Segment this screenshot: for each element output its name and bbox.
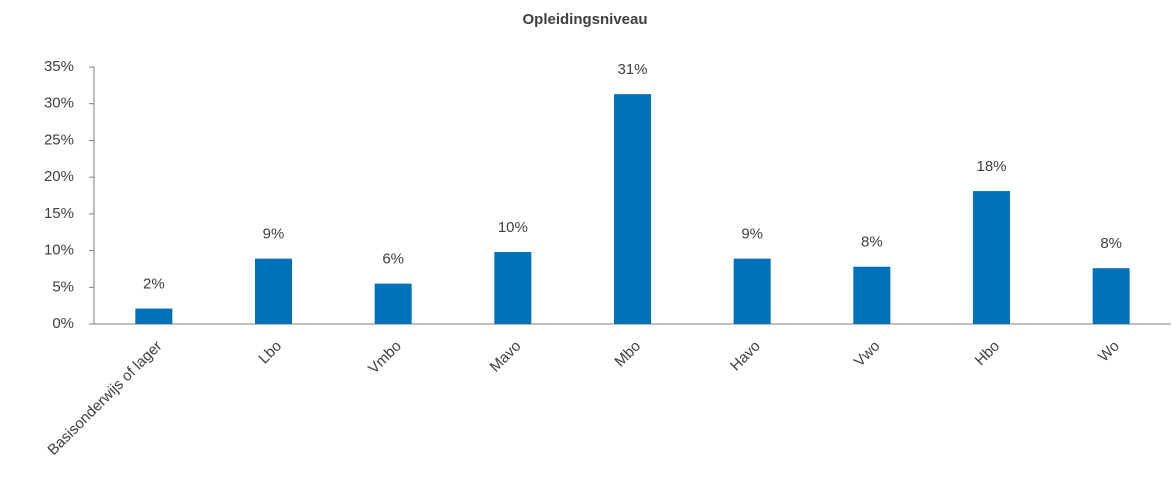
bar bbox=[374, 283, 412, 324]
x-tick-label: Havo bbox=[727, 338, 764, 375]
x-tick-label: Mavo bbox=[487, 338, 525, 376]
chart-title: Opleidingsniveau bbox=[522, 11, 647, 28]
data-label: 2% bbox=[143, 276, 165, 293]
data-label: 31% bbox=[617, 61, 647, 78]
y-tick-label: 5% bbox=[52, 278, 74, 295]
bar bbox=[733, 258, 771, 324]
y-tick-label: 20% bbox=[44, 168, 74, 185]
y-tick-label: 35% bbox=[44, 58, 74, 75]
x-tick-label: Vmbo bbox=[365, 338, 405, 378]
bar bbox=[135, 308, 173, 324]
y-tick-label: 0% bbox=[52, 315, 74, 332]
bar bbox=[1092, 268, 1130, 324]
x-tick-label: Vwo bbox=[851, 338, 884, 371]
y-tick-label: 10% bbox=[44, 242, 74, 259]
bar bbox=[853, 266, 891, 324]
y-tick-label: 15% bbox=[44, 205, 74, 222]
x-tick-label: Mbo bbox=[611, 338, 644, 371]
x-tick-label: Wo bbox=[1095, 338, 1123, 366]
y-tick-label: 25% bbox=[44, 131, 74, 148]
bar bbox=[614, 94, 651, 324]
data-label: 9% bbox=[263, 226, 285, 243]
x-tick-label: Hbo bbox=[972, 338, 1003, 369]
bar bbox=[973, 191, 1010, 324]
bar bbox=[494, 252, 532, 324]
data-label: 8% bbox=[1100, 235, 1122, 252]
data-label: 8% bbox=[861, 234, 883, 251]
data-label: 9% bbox=[741, 226, 763, 243]
data-label: 10% bbox=[498, 219, 528, 236]
x-tick-label: Lbo bbox=[255, 338, 285, 368]
bar bbox=[255, 258, 292, 324]
x-tick-label: Basisonderwijs of lager bbox=[44, 338, 165, 459]
data-label: 6% bbox=[382, 251, 404, 268]
data-label: 18% bbox=[976, 158, 1006, 175]
y-tick-label: 30% bbox=[44, 95, 74, 112]
